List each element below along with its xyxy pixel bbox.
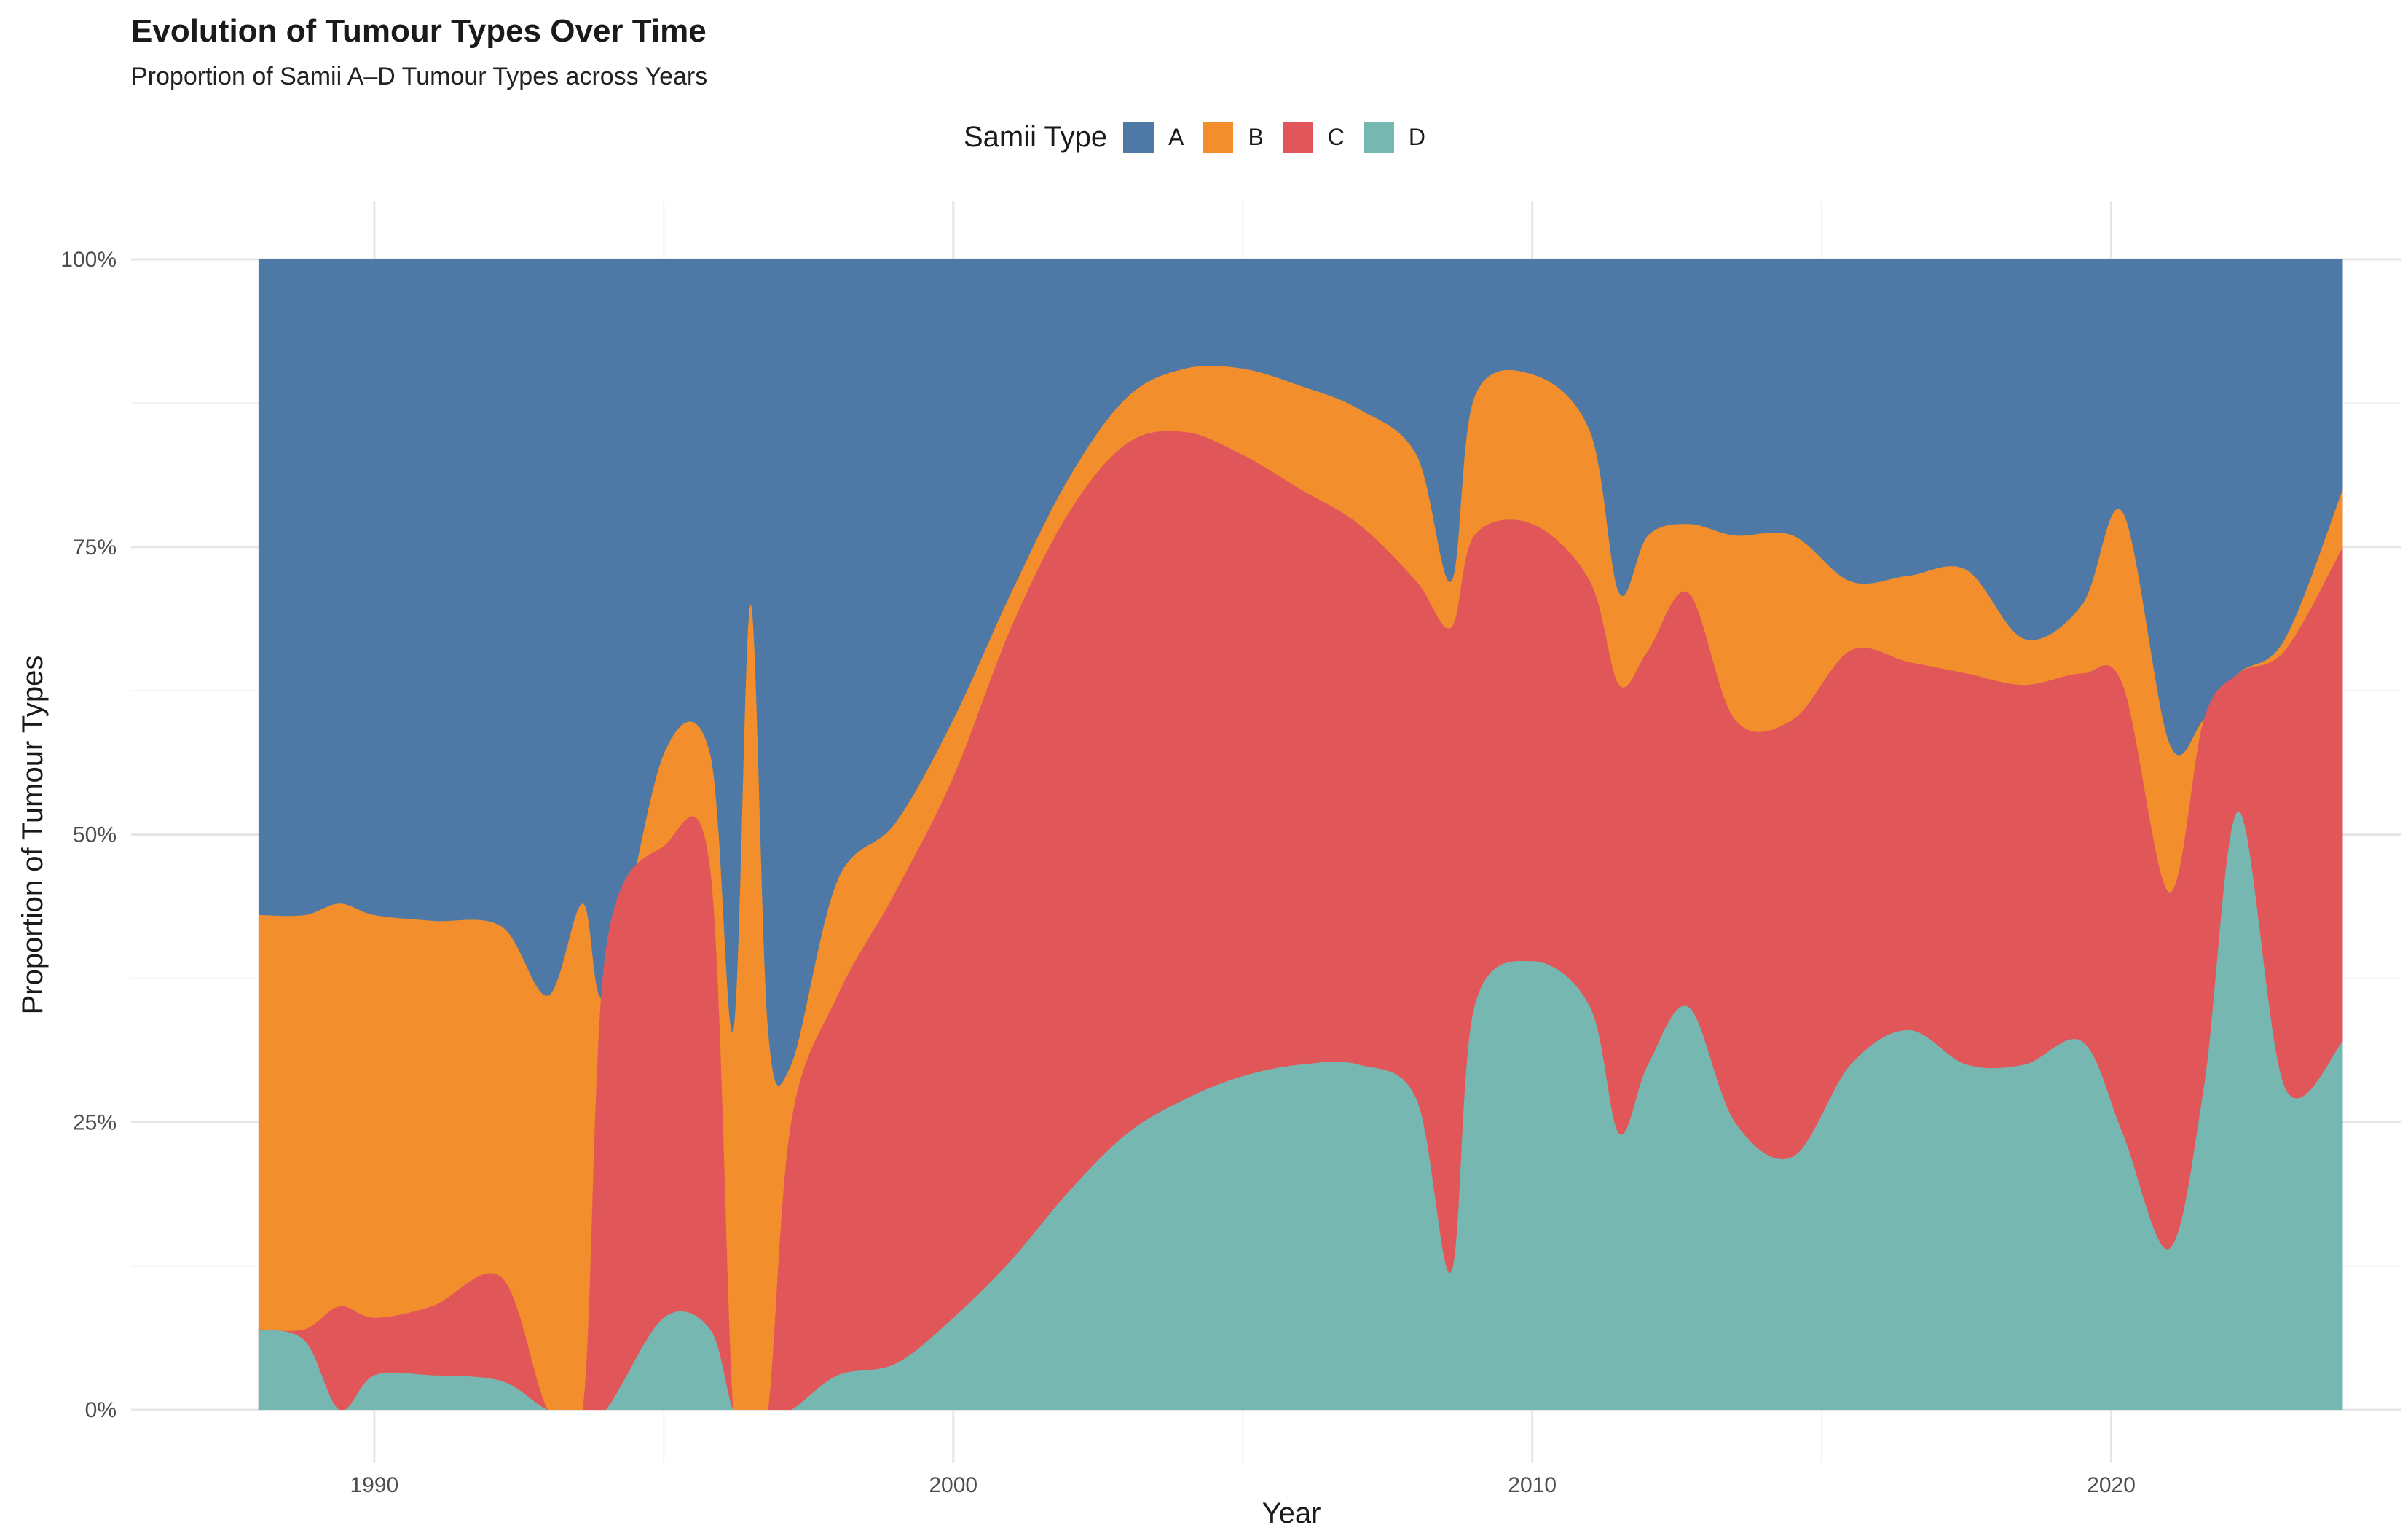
legend-swatch-c	[1282, 122, 1313, 153]
x-axis-title: Year	[1262, 1497, 1321, 1529]
y-tick-label: 25%	[73, 1110, 117, 1134]
x-tick-label: 2010	[1508, 1473, 1557, 1497]
legend-label-a: A	[1168, 124, 1184, 150]
x-tick-label: 2000	[929, 1473, 977, 1497]
legend-item-c: C	[1282, 122, 1345, 153]
legend-item-d: D	[1363, 122, 1426, 153]
legend-item-a: A	[1123, 122, 1184, 153]
legend-swatch-a	[1123, 122, 1154, 153]
x-tick-label: 2020	[2087, 1473, 2136, 1497]
y-tick-label: 0%	[85, 1398, 117, 1422]
legend-label-d: D	[1408, 124, 1426, 150]
legend-swatch-b	[1203, 122, 1234, 153]
legend-label-c: C	[1327, 124, 1345, 150]
y-axis-title: Proportion of Tumour Types	[17, 656, 49, 1015]
area-series-d	[258, 811, 2343, 1410]
y-tick-label: 75%	[73, 536, 117, 560]
legend-item-b: B	[1203, 122, 1264, 153]
legend-swatch-d	[1363, 122, 1394, 153]
legend-title: Samii Type	[963, 121, 1108, 153]
axes: 0% 25% 50% 75% 100% 1990 2000 2010 2020	[60, 248, 2136, 1497]
chart-subtitle: Proportion of Samii A–D Tumour Types acr…	[131, 63, 708, 90]
x-tick-label: 1990	[350, 1473, 398, 1497]
legend: Samii Type A B C D	[0, 121, 2408, 154]
y-tick-label: 50%	[73, 823, 117, 847]
y-tick-label: 100%	[60, 248, 117, 272]
area-series	[258, 259, 2343, 1410]
chart-title: Evolution of Tumour Types Over Time	[131, 13, 707, 49]
legend-label-b: B	[1248, 124, 1264, 150]
